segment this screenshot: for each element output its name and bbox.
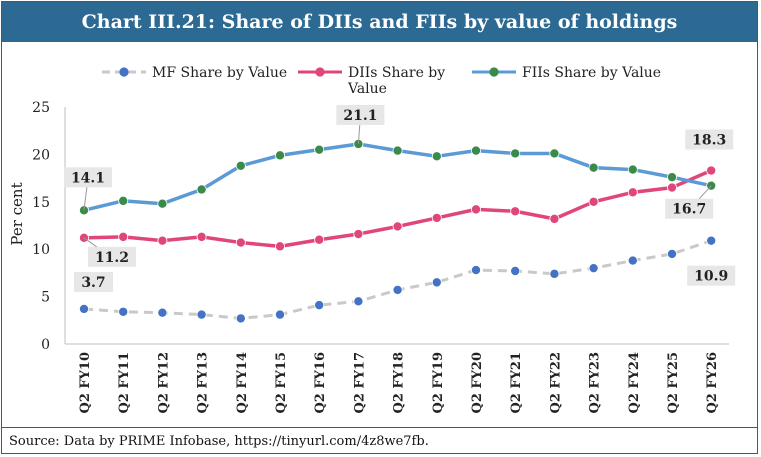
annotation-box [88, 246, 136, 267]
legend-label: FIIs Share by Value [522, 65, 661, 81]
data-point [431, 277, 442, 288]
x-tick-label: Q2 FY26 [705, 352, 720, 414]
data-point [588, 162, 599, 173]
data-point [314, 300, 325, 311]
data-point [431, 212, 442, 223]
legend-label: Value [347, 81, 387, 97]
y-tick-label: 15 [32, 195, 50, 211]
data-point [157, 198, 168, 209]
data-point [235, 237, 246, 248]
annotation-box [64, 167, 112, 188]
data-point [470, 145, 481, 156]
annotation-box [336, 104, 385, 125]
data-point [510, 206, 521, 217]
data-point [392, 145, 403, 156]
y-tick-label: 5 [41, 290, 50, 306]
x-tick-label: Q2 FY14 [235, 352, 250, 414]
data-point [118, 195, 129, 206]
data-point [627, 164, 638, 175]
data-point [431, 151, 442, 162]
x-tick-label: Q2 FY17 [352, 352, 367, 414]
data-point [510, 266, 521, 277]
data-point [196, 309, 207, 320]
data-label: 3.7 [81, 275, 105, 291]
x-tick-label: Q2 FY13 [196, 352, 211, 414]
data-point [392, 284, 403, 295]
annotation-box [665, 198, 714, 219]
x-tick-label: Q2 FY19 [431, 352, 446, 414]
data-point [510, 148, 521, 159]
legend-label: MF Share by Value [152, 65, 287, 81]
x-tick-label: Q2 FY15 [274, 352, 289, 414]
x-tick-label: Q2 FY12 [156, 352, 171, 414]
data-point [392, 221, 403, 232]
data-point [274, 309, 285, 320]
data-point [196, 231, 207, 242]
data-point [274, 150, 285, 161]
data-point [353, 229, 364, 240]
data-point [118, 306, 129, 317]
data-point [157, 235, 168, 246]
source-note: Source: Data by PRIME Infobase, https://… [2, 427, 757, 454]
legend-marker [119, 67, 129, 77]
data-point [627, 255, 638, 266]
legend-marker [489, 67, 499, 77]
annotation-box [687, 265, 736, 286]
data-point [235, 313, 246, 324]
data-point [353, 296, 364, 307]
data-point [549, 148, 560, 159]
series-line [83, 168, 712, 249]
data-point [549, 213, 560, 224]
y-tick-label: 10 [32, 242, 50, 258]
data-label: 18.3 [692, 133, 726, 149]
data-point [196, 184, 207, 195]
data-point [118, 231, 129, 242]
data-point [157, 307, 168, 318]
y-tick-label: 0 [41, 337, 50, 353]
line-chart: 0 5 10 15 20 25 Per cent Q2 FY10 Q2 FY11 Q2 FY12 Q… [8, 65, 736, 414]
data-point [314, 234, 325, 245]
y-tick-label: 25 [32, 100, 50, 116]
data-point [588, 263, 599, 274]
data-point [549, 268, 560, 279]
x-tick-label: Q2 FY20 [470, 352, 485, 414]
data-point [588, 196, 599, 207]
x-tick-label: Q2 FY22 [548, 352, 563, 414]
x-tick-label: Q2 FY25 [666, 352, 681, 414]
data-point [470, 265, 481, 276]
x-tick-label: Q2 FY18 [392, 352, 407, 414]
x-tick-label: Q2 FY11 [117, 352, 132, 414]
data-point [314, 144, 325, 155]
data-point [667, 182, 678, 193]
x-tick-label: Q2 FY10 [78, 352, 93, 414]
x-tick-label: Q2 FY16 [313, 352, 328, 414]
x-tick-label: Q2 FY21 [509, 352, 524, 414]
data-point [627, 187, 638, 198]
legend-marker [315, 67, 325, 77]
data-point [706, 235, 717, 246]
data-label: 16.7 [672, 202, 706, 218]
data-point [667, 248, 678, 259]
data-label: 21.1 [343, 108, 377, 124]
data-point [274, 241, 285, 252]
annotation-box [685, 129, 734, 150]
legend-label: DIIs Share by [348, 65, 445, 81]
data-point [470, 204, 481, 215]
x-tick-label: Q2 FY23 [588, 352, 603, 414]
chart-title: Chart III.21: Share of DIIs and FIIs by … [2, 2, 757, 42]
x-tick-label: Q2 FY24 [627, 352, 642, 414]
data-point [667, 172, 678, 183]
y-axis-title: Per cent [8, 182, 26, 245]
data-label: 14.1 [71, 170, 105, 186]
data-point [79, 303, 90, 314]
data-label: 10.9 [694, 269, 728, 285]
series-line [83, 239, 712, 320]
annotation-box [74, 271, 113, 292]
y-tick-label: 20 [32, 147, 50, 163]
data-label: 11.2 [95, 250, 129, 266]
data-point [235, 160, 246, 171]
data-point [706, 165, 717, 176]
